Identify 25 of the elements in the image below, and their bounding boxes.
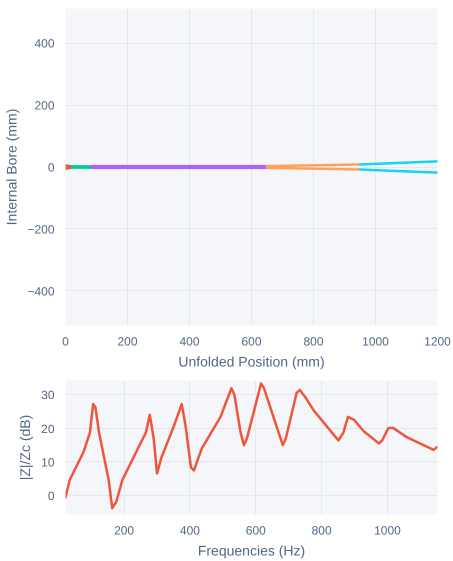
x-tick-label: 600 (246, 524, 266, 538)
x-tick-label: 400 (179, 334, 200, 348)
y-tick-label: −400 (27, 284, 55, 298)
x-tick-label: 600 (241, 334, 262, 348)
x-tick-label: 1000 (374, 524, 402, 538)
y-tick-label: 0 (48, 489, 55, 504)
y-tick-label: 20 (41, 422, 55, 436)
x-axis-title: Unfolded Position (mm) (178, 354, 325, 370)
x-tick-label: 200 (117, 334, 138, 348)
x-tick-label: 1200 (424, 334, 452, 348)
y-tick-label: 30 (41, 388, 55, 402)
y-tick-label: 0 (48, 160, 55, 174)
x-tick-label: 800 (312, 524, 332, 538)
x-tick-label: 1000 (362, 334, 390, 348)
y-tick-label: 200 (34, 98, 55, 113)
x-axis-title: Frequencies (Hz) (198, 542, 306, 558)
y-tick-label: 10 (41, 455, 55, 470)
y-axis-title: Internal Bore (mm) (3, 108, 20, 226)
x-tick-label: 0 (62, 334, 70, 348)
y-tick-label: −200 (27, 222, 55, 236)
x-tick-label: 800 (303, 334, 324, 348)
x-tick-label: 400 (180, 524, 200, 538)
y-tick-label: 400 (34, 36, 55, 51)
x-tick-label: 200 (114, 524, 134, 538)
y-axis-title: |Z|/Zc (dB) (17, 414, 34, 480)
